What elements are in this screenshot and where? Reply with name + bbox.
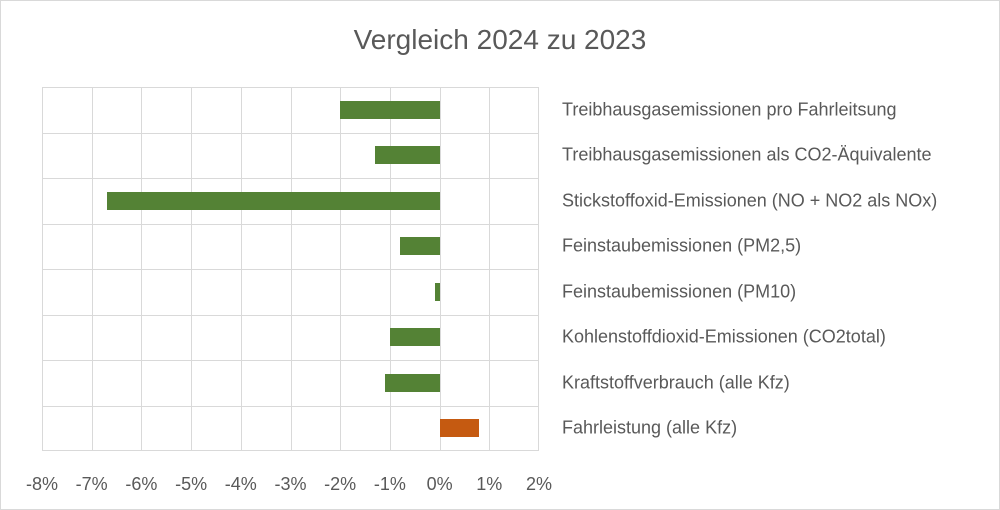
horizontal-gridline <box>43 405 538 407</box>
x-tick-label: -6% <box>125 474 158 494</box>
x-tick-label: -1% <box>373 474 406 494</box>
x-tick-label: -5% <box>175 474 208 494</box>
category-label: Treibhausgasemissionen als CO2-Äquivalen… <box>562 144 932 165</box>
horizontal-gridline <box>43 132 538 134</box>
bar <box>434 282 440 301</box>
x-tick-label: -8% <box>25 474 59 494</box>
bar <box>384 373 440 392</box>
x-tick-label: -7% <box>75 474 108 494</box>
x-tick-label: -3% <box>274 474 307 494</box>
bar <box>340 100 440 119</box>
bar <box>106 191 440 210</box>
horizontal-gridline <box>43 360 538 361</box>
plot-area <box>42 87 539 451</box>
x-tick-label: 2% <box>525 474 553 494</box>
horizontal-gridline <box>43 223 538 225</box>
bar <box>439 419 480 438</box>
bar <box>389 328 440 347</box>
x-tick-label: -2% <box>324 474 357 494</box>
horizontal-gridline <box>43 178 538 179</box>
category-label: Fahrleistung (alle Kfz) <box>562 417 738 438</box>
horizontal-gridline <box>43 269 538 270</box>
x-tick-label: 1% <box>476 474 503 494</box>
category-label: Stickstoffoxid-Emissionen (NO + NO2 als … <box>562 190 938 211</box>
category-label: Feinstaubemissionen (PM2,5) <box>562 235 802 256</box>
category-label: Kraftstoffverbrauch (alle Kfz) <box>562 372 790 393</box>
bar <box>399 237 440 256</box>
x-tick-label: 0% <box>426 474 453 494</box>
x-tick-label: -4% <box>224 474 257 494</box>
horizontal-gridline <box>43 314 538 316</box>
category-label: Kohlenstoffdioxid-Emissionen (CO2total) <box>562 326 886 347</box>
category-label: Treibhausgasemissionen pro Fahrleitsung <box>562 99 897 120</box>
chart-title: Vergleich 2024 zu 2023 <box>353 24 647 55</box>
category-label: Feinstaubemissionen (PM10) <box>562 281 797 302</box>
bar <box>374 146 440 165</box>
